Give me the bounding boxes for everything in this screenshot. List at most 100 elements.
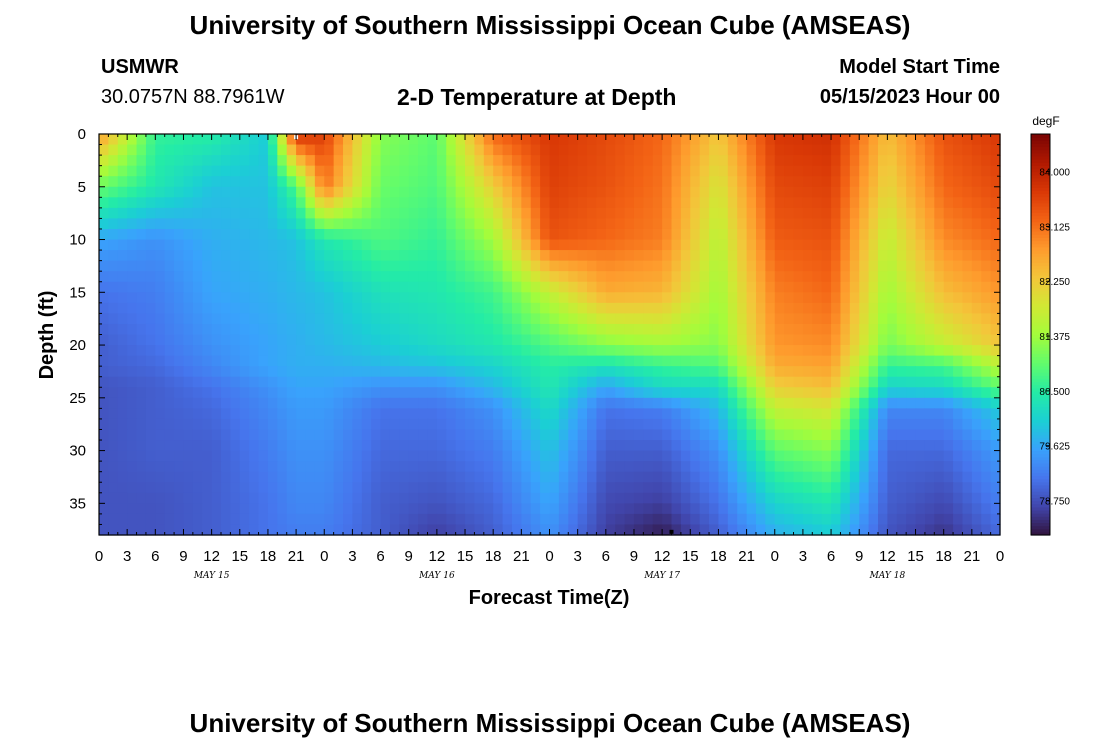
heatmap-cell [127, 503, 138, 515]
heatmap-cell [887, 524, 898, 536]
heatmap-cell [324, 524, 335, 536]
heatmap-cell [192, 239, 203, 251]
heatmap-cell [680, 334, 691, 346]
heatmap-cell [136, 176, 147, 188]
heatmap-cell [155, 355, 166, 367]
heatmap-cell [455, 334, 466, 346]
heatmap-cell [868, 207, 879, 220]
heatmap-cell [549, 471, 560, 483]
heatmap-cell [305, 281, 316, 293]
heatmap-cell [249, 313, 260, 325]
heatmap-cell [812, 513, 823, 526]
heatmap-cell [849, 302, 860, 314]
heatmap-cell [971, 239, 982, 251]
heatmap-cell [643, 313, 654, 325]
heatmap-cell [258, 250, 269, 262]
heatmap-cell [690, 292, 701, 304]
heatmap-cell [643, 260, 654, 272]
heatmap-cell [324, 376, 335, 388]
heatmap-cell [211, 345, 222, 357]
heatmap-cell [277, 524, 288, 536]
heatmap-cell [455, 355, 466, 367]
heatmap-cell [221, 408, 231, 420]
day-label: MAY 16 [418, 571, 455, 581]
heatmap-cell [530, 387, 541, 399]
heatmap-cell [624, 450, 635, 462]
heatmap-cell [662, 513, 673, 526]
heatmap-cell [183, 323, 194, 336]
heatmap-cell [624, 302, 635, 314]
colorbar-segment [1031, 159, 1050, 163]
heatmap-cell [352, 345, 363, 357]
heatmap-cell [558, 323, 569, 336]
heatmap-cell [446, 292, 457, 304]
heatmap-cell [286, 450, 297, 462]
heatmap-cell [455, 155, 466, 167]
heatmap-cell [361, 408, 372, 420]
heatmap-cell [812, 186, 823, 198]
heatmap-cell [455, 176, 466, 188]
heatmap-cell [971, 134, 982, 146]
heatmap-cell [474, 355, 485, 367]
heatmap-cell [493, 524, 504, 536]
heatmap-cell [361, 323, 372, 336]
heatmap-cell [258, 345, 269, 357]
heatmap-cell [568, 207, 579, 220]
heatmap-cell [183, 292, 194, 304]
heatmap-cell [812, 197, 823, 209]
heatmap-cell [971, 218, 982, 230]
heatmap-cell [662, 440, 673, 452]
heatmap-cell [239, 239, 250, 251]
heatmap-cell [953, 197, 964, 209]
heatmap-cell [314, 271, 325, 283]
heatmap-cell [831, 281, 842, 293]
heatmap-cell [718, 271, 729, 283]
heatmap-cell [934, 503, 945, 515]
heatmap-cell [474, 239, 485, 251]
heatmap-cell [615, 250, 626, 262]
heatmap-cell [953, 482, 964, 494]
heatmap-cell [136, 366, 147, 378]
heatmap-cell [934, 429, 945, 441]
heatmap-cell [812, 334, 823, 346]
heatmap-cell [174, 218, 185, 230]
heatmap-cell [953, 228, 964, 241]
heatmap-cell [727, 461, 738, 473]
heatmap-cell [971, 387, 982, 399]
heatmap-cell [765, 281, 776, 293]
heatmap-cell [840, 239, 851, 251]
heatmap-cell [418, 408, 429, 420]
heatmap-cell [427, 218, 438, 230]
heatmap-cell [221, 260, 231, 272]
heatmap-cell [239, 471, 250, 483]
heatmap-cell [915, 503, 926, 515]
heatmap-cell [521, 461, 532, 473]
heatmap-cell [343, 313, 354, 325]
heatmap-cell [174, 418, 185, 431]
heatmap-cell [258, 323, 269, 336]
heatmap-cell [943, 218, 954, 230]
heatmap-cell [709, 207, 720, 220]
heatmap-cell [324, 387, 335, 399]
heatmap-cell [709, 165, 720, 177]
heatmap-cell [558, 250, 569, 262]
heatmap-cell [624, 260, 635, 272]
heatmap-cell [990, 176, 1001, 188]
heatmap-cell [793, 292, 804, 304]
heatmap-cell [108, 397, 119, 409]
heatmap-cell [831, 323, 842, 336]
heatmap-cell [145, 134, 156, 146]
heatmap-cell [643, 429, 654, 441]
heatmap-cell [765, 239, 776, 251]
heatmap-cell [361, 418, 372, 431]
heatmap-cell [849, 323, 860, 336]
heatmap-cell [221, 134, 231, 146]
heatmap-cell [887, 186, 898, 198]
heatmap-cell [906, 218, 917, 230]
heatmap-cell [727, 334, 738, 346]
heatmap-cell [127, 366, 138, 378]
heatmap-cell [211, 376, 222, 388]
heatmap-cell [896, 281, 907, 293]
heatmap-cell [793, 492, 804, 504]
heatmap-cell [877, 418, 888, 431]
